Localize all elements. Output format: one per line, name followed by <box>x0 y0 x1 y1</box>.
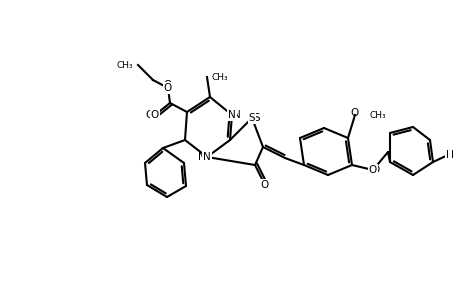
Text: O: O <box>371 165 379 175</box>
Text: O: O <box>163 83 172 93</box>
Text: N: N <box>198 152 206 162</box>
Text: N: N <box>203 152 210 162</box>
Text: CH₃: CH₃ <box>116 61 133 70</box>
Text: N: N <box>233 110 241 120</box>
Text: O: O <box>368 165 376 175</box>
Text: CH₃: CH₃ <box>212 73 228 82</box>
Text: O: O <box>260 180 269 190</box>
Text: O: O <box>151 110 159 120</box>
Text: O: O <box>163 80 172 90</box>
Text: O: O <box>350 108 358 118</box>
Text: S: S <box>248 113 255 123</box>
Text: N: N <box>228 110 235 120</box>
Text: O: O <box>260 183 269 193</box>
Text: S: S <box>253 113 260 123</box>
Text: CH₃: CH₃ <box>369 110 386 119</box>
Text: I: I <box>451 150 453 160</box>
Text: O: O <box>146 110 154 120</box>
Text: I: I <box>446 150 448 160</box>
